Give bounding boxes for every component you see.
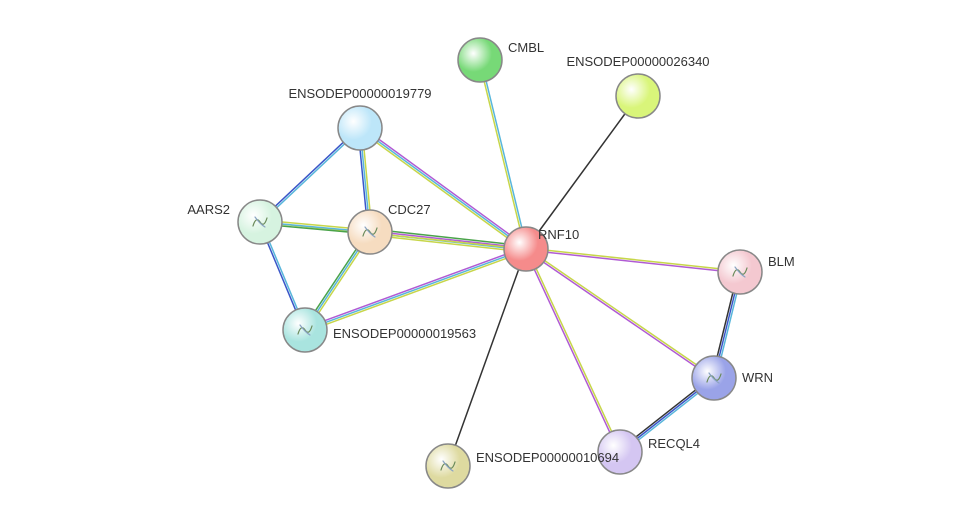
edge-BLM-WRN: [719, 293, 735, 356]
edge-RNF10-WRN: [544, 262, 696, 366]
edge-RNF10-E19563: [326, 258, 506, 324]
node-label-WRN: WRN: [742, 370, 773, 385]
edges-layer: [268, 81, 737, 445]
edge-RNF10-E19563: [325, 255, 505, 321]
node-label-BLM: BLM: [768, 254, 795, 269]
edge-RNF10-WRN: [545, 261, 697, 365]
node-label-E19563: ENSODEP00000019563: [333, 326, 476, 341]
edge-WRN-RECQL4: [639, 393, 698, 440]
edge-AARS2-E19563: [269, 242, 297, 309]
node-circle[interactable]: [616, 74, 660, 118]
node-label-E26340: ENSODEP00000026340: [566, 54, 709, 69]
node-E10694[interactable]: [426, 444, 470, 488]
node-CMBL[interactable]: [458, 38, 502, 82]
edge-RNF10-BLM: [548, 250, 718, 268]
node-E26340[interactable]: [616, 74, 660, 118]
edge-RNF10-E19779: [377, 143, 507, 238]
node-BLM[interactable]: [718, 250, 762, 294]
network-graph: RNF10 CMBL ENSODEP00000026340 ENSODEP000000…: [0, 0, 975, 518]
edge-RNF10-E10694: [455, 270, 518, 446]
node-circle[interactable]: [458, 38, 502, 82]
edge-AARS2-E19563: [268, 243, 296, 310]
edge-RNF10-RECQL4: [534, 269, 610, 432]
edge-CDC27-E19563: [315, 249, 356, 310]
node-label-E19779: ENSODEP00000019779: [288, 86, 431, 101]
node-WRN[interactable]: [692, 356, 736, 400]
edge-RNF10-E19563: [326, 257, 506, 323]
edge-RNF10-E26340: [539, 114, 625, 231]
node-label-RECQL4: RECQL4: [648, 436, 700, 451]
node-CDC27[interactable]: [348, 210, 392, 254]
edge-RNF10-BLM: [548, 252, 718, 270]
edge-BLM-WRN: [721, 294, 737, 357]
edge-RNF10-CMBL: [484, 82, 520, 228]
edge-RNF10-RECQL4: [536, 269, 612, 432]
node-label-CMBL: CMBL: [508, 40, 544, 55]
node-circle[interactable]: [338, 106, 382, 150]
node-AARS2[interactable]: [238, 200, 282, 244]
edge-E19779-AARS2: [277, 144, 345, 208]
node-label-RNF10: RNF10: [538, 227, 579, 242]
edge-WRN-RECQL4: [637, 392, 696, 439]
edge-CDC27-E19563: [319, 251, 360, 312]
edge-RNF10-E19779: [379, 139, 509, 234]
edge-E19779-AARS2: [275, 142, 343, 206]
edge-BLM-WRN: [717, 293, 733, 356]
nodes-layer: [238, 38, 762, 488]
node-label-E10694: ENSODEP00000010694: [476, 450, 619, 465]
node-label-AARS2: AARS2: [187, 202, 230, 217]
edge-RNF10-CMBL: [486, 81, 522, 227]
node-E19563[interactable]: [283, 308, 327, 352]
edge-WRN-RECQL4: [636, 390, 695, 437]
edge-CDC27-E19563: [317, 250, 358, 311]
node-label-CDC27: CDC27: [388, 202, 431, 217]
edge-RNF10-E19779: [378, 141, 508, 236]
node-E19779[interactable]: [338, 106, 382, 150]
